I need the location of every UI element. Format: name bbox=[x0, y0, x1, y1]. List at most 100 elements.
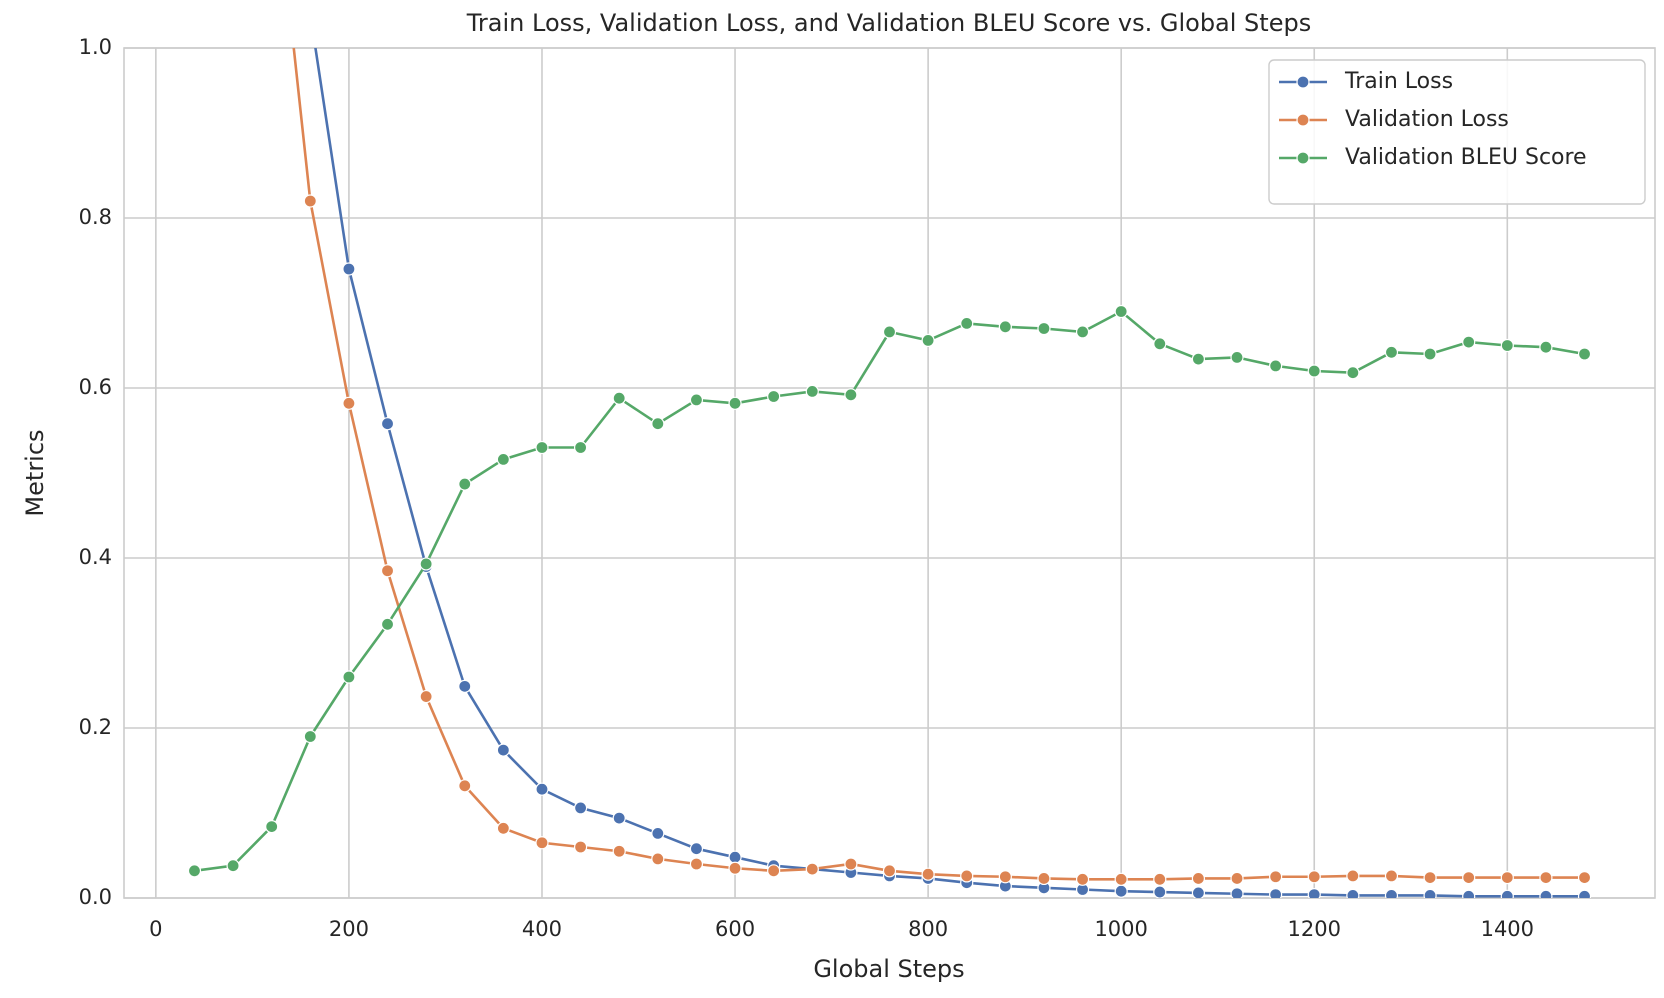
legend-label: Train Loss bbox=[1344, 69, 1453, 94]
point bbox=[1191, 886, 1206, 898]
point bbox=[1577, 889, 1592, 898]
point bbox=[728, 861, 742, 875]
point bbox=[689, 857, 704, 871]
x-tick-label: 1000 bbox=[1094, 917, 1147, 941]
x-tick-label: 1400 bbox=[1481, 917, 1534, 941]
point bbox=[921, 333, 935, 347]
point bbox=[1462, 335, 1476, 349]
point bbox=[1269, 359, 1283, 373]
x-axis-label: Global Steps bbox=[813, 955, 964, 983]
legend-marker bbox=[1296, 151, 1310, 165]
point bbox=[573, 801, 588, 815]
point bbox=[960, 316, 974, 330]
point bbox=[1539, 889, 1553, 898]
point bbox=[805, 862, 819, 876]
point bbox=[689, 842, 704, 856]
y-tick-label: 0.0 bbox=[79, 885, 112, 909]
point bbox=[1037, 321, 1051, 336]
point bbox=[1577, 870, 1592, 885]
y-tick-label: 0.6 bbox=[79, 375, 112, 399]
point bbox=[1423, 870, 1437, 885]
y-tick-label: 0.8 bbox=[79, 205, 112, 229]
x-tick-label: 600 bbox=[715, 917, 755, 941]
point bbox=[265, 819, 279, 834]
point bbox=[1423, 888, 1437, 898]
point bbox=[303, 729, 317, 744]
point bbox=[380, 617, 395, 631]
point bbox=[380, 564, 395, 578]
x-tick-label: 1200 bbox=[1288, 917, 1341, 941]
point bbox=[1075, 325, 1090, 339]
point bbox=[1269, 870, 1283, 884]
point bbox=[1269, 888, 1283, 898]
x-tick-label: 400 bbox=[522, 917, 562, 941]
point bbox=[1384, 869, 1399, 883]
point bbox=[767, 864, 781, 878]
point bbox=[496, 743, 510, 757]
point bbox=[882, 325, 897, 339]
point bbox=[1153, 885, 1167, 898]
point bbox=[1384, 345, 1399, 359]
point bbox=[1037, 871, 1051, 886]
point bbox=[1500, 338, 1514, 353]
point bbox=[844, 857, 858, 871]
plot-area bbox=[187, 48, 1592, 898]
y-axis-label: Metrics bbox=[21, 429, 49, 516]
point bbox=[689, 393, 704, 407]
point bbox=[651, 417, 665, 431]
point bbox=[458, 679, 472, 693]
x-tick-label: 0 bbox=[149, 917, 162, 941]
point bbox=[612, 844, 626, 858]
point bbox=[1114, 304, 1128, 319]
point bbox=[805, 384, 819, 398]
y-tick-label: 0.2 bbox=[79, 715, 112, 739]
point bbox=[1423, 347, 1437, 361]
point bbox=[882, 864, 897, 878]
point bbox=[226, 859, 240, 873]
point bbox=[1346, 366, 1360, 380]
point bbox=[1307, 870, 1321, 884]
point bbox=[1114, 872, 1128, 886]
point bbox=[921, 867, 935, 881]
point bbox=[728, 850, 742, 864]
point bbox=[1230, 887, 1244, 898]
chart-title: Train Loss, Validation Loss, and Validat… bbox=[466, 9, 1311, 37]
point bbox=[1114, 884, 1128, 898]
legend-label: Validation BLEU Score bbox=[1345, 145, 1587, 170]
point bbox=[342, 670, 356, 684]
point bbox=[1500, 889, 1514, 898]
point bbox=[651, 852, 665, 866]
point bbox=[1577, 347, 1592, 361]
point bbox=[419, 689, 433, 704]
point bbox=[1191, 352, 1206, 366]
point bbox=[612, 811, 626, 825]
point bbox=[187, 864, 202, 878]
point bbox=[728, 396, 742, 410]
legend-box bbox=[1268, 59, 1646, 205]
point bbox=[1153, 337, 1167, 351]
plot-border bbox=[123, 47, 1656, 899]
point bbox=[1539, 870, 1553, 885]
point bbox=[1462, 889, 1476, 898]
point bbox=[1500, 870, 1514, 885]
legend-label: Validation Loss bbox=[1345, 107, 1509, 132]
point bbox=[767, 389, 781, 404]
point bbox=[1462, 870, 1476, 885]
y-tick-label: 0.4 bbox=[79, 545, 112, 569]
point bbox=[380, 417, 395, 431]
point bbox=[998, 870, 1012, 884]
y-tick-label: 1.0 bbox=[79, 35, 112, 59]
point bbox=[342, 262, 356, 276]
point bbox=[1230, 350, 1244, 364]
point bbox=[1075, 872, 1090, 886]
legend-marker bbox=[1296, 113, 1310, 127]
point bbox=[342, 396, 356, 410]
point bbox=[1384, 888, 1399, 898]
point bbox=[496, 821, 510, 835]
point bbox=[651, 826, 665, 841]
point bbox=[1307, 888, 1321, 898]
point bbox=[458, 477, 472, 491]
x-tick-label: 800 bbox=[908, 917, 948, 941]
point bbox=[1539, 340, 1553, 354]
